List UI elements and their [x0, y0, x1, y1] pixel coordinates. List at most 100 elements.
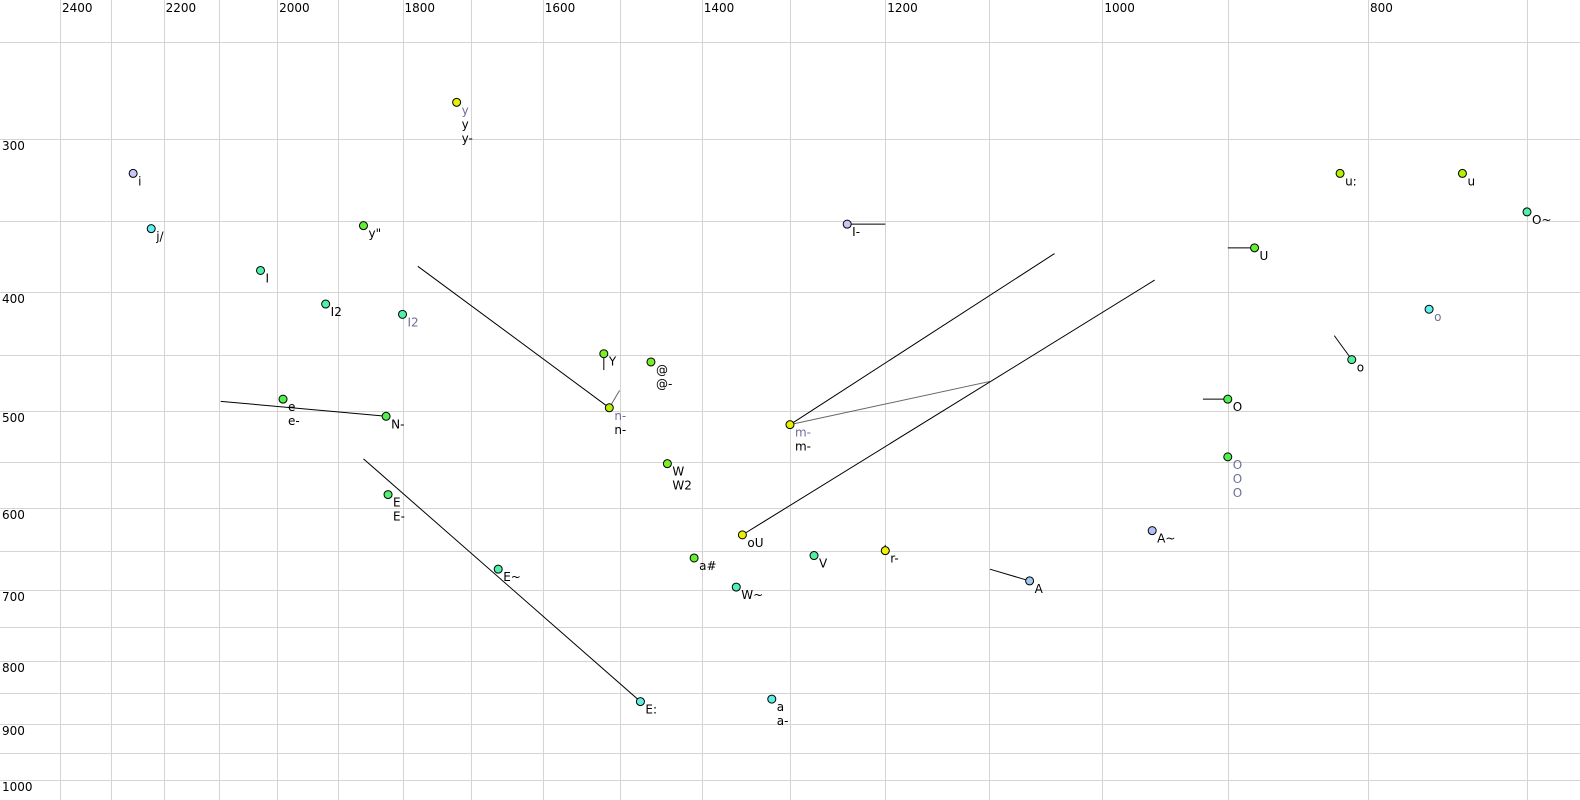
point-marker	[358, 221, 368, 231]
point-label: W2	[672, 479, 692, 493]
point-marker	[767, 694, 777, 704]
point-label: E-	[393, 510, 405, 524]
data-point: yyy-	[452, 97, 473, 145]
point-label: a	[777, 700, 784, 714]
y-tick-label: 800	[2, 661, 25, 675]
y-tick-label: 700	[2, 590, 25, 604]
point-label: W~	[741, 588, 763, 602]
point-marker	[1250, 243, 1260, 253]
trajectory-line	[789, 253, 1055, 426]
trajectory-line	[1333, 335, 1353, 360]
point-label: m-	[795, 426, 811, 440]
point-label: oU	[747, 536, 763, 550]
data-point: ee-	[278, 394, 300, 428]
data-point: OOO	[1223, 452, 1242, 500]
point-marker	[1335, 168, 1345, 178]
data-point: a#	[689, 553, 717, 573]
point-label: j/	[155, 230, 164, 244]
point-marker	[662, 459, 672, 469]
point-marker	[599, 349, 609, 359]
x-tick-label: 1600	[545, 1, 576, 15]
point-marker	[731, 582, 741, 592]
point-marker	[398, 309, 408, 319]
point-marker	[880, 546, 890, 556]
point-label: O~	[1532, 213, 1552, 227]
y-tick-label: 900	[2, 724, 25, 738]
point-label: O	[1233, 472, 1242, 486]
point-label: O	[1233, 458, 1242, 472]
x-tick-label: 1000	[1104, 1, 1135, 15]
point-marker	[128, 168, 138, 178]
data-point: E~	[493, 564, 521, 584]
point-marker	[1223, 394, 1233, 404]
point-label: e-	[288, 414, 300, 428]
point-marker	[646, 357, 656, 367]
y-tick-label: 400	[2, 292, 25, 306]
point-label: y-	[462, 131, 473, 145]
data-point: m-m-	[785, 420, 811, 454]
point-marker	[809, 551, 819, 561]
x-tick-label: 1400	[704, 1, 735, 15]
data-point: aa-	[767, 694, 788, 728]
data-point: r-	[880, 546, 899, 566]
data-point: V	[809, 551, 828, 571]
point-label: U	[1260, 249, 1269, 263]
data-point: y"	[358, 221, 381, 241]
point-label: E~	[503, 570, 521, 584]
point-marker	[604, 403, 614, 413]
point-marker	[635, 697, 645, 707]
point-label: m-	[795, 440, 811, 454]
trajectory-line	[417, 265, 610, 409]
y-tick-label: 1000	[2, 780, 33, 794]
point-marker	[1147, 526, 1157, 536]
point-marker	[842, 219, 852, 229]
x-tick-label: 1800	[405, 1, 436, 15]
data-point: o	[1424, 304, 1441, 324]
point-marker	[1223, 452, 1233, 462]
point-label: @	[656, 363, 668, 377]
data-point: E:	[635, 697, 657, 717]
point-label: I	[266, 271, 270, 285]
point-label: y"	[368, 227, 381, 241]
data-point: A~	[1147, 526, 1175, 546]
point-label: o	[1434, 310, 1441, 324]
point-label: I2	[408, 315, 419, 329]
point-marker	[689, 553, 699, 563]
data-point: i	[128, 168, 141, 188]
point-marker	[381, 411, 391, 421]
data-point: I2	[321, 299, 342, 319]
point-label: A	[1035, 582, 1044, 596]
point-label: Y	[608, 355, 617, 369]
data-point: N-	[381, 411, 404, 431]
point-marker	[1424, 304, 1434, 314]
point-label: e	[288, 400, 295, 414]
x-tick-label: 2000	[279, 1, 310, 15]
point-marker	[452, 97, 462, 107]
point-label: y	[462, 117, 469, 131]
data-point: O~	[1522, 207, 1552, 227]
data-point: o	[1347, 355, 1364, 375]
point-label: i	[138, 174, 141, 188]
x-tick-label: 800	[1370, 1, 1393, 15]
point-label: o	[1357, 361, 1364, 375]
point-marker	[785, 420, 795, 430]
data-point: Y	[599, 349, 617, 369]
point-label: I-	[852, 225, 860, 239]
point-marker	[278, 394, 288, 404]
x-tick-label: 1200	[887, 1, 918, 15]
point-marker	[737, 530, 747, 540]
point-label: @-	[656, 377, 672, 391]
data-point: I2	[398, 309, 419, 329]
point-marker	[146, 224, 156, 234]
data-point: I-	[842, 219, 860, 239]
y-tick-label: 300	[2, 139, 25, 153]
point-marker	[383, 490, 393, 500]
data-point: A	[1025, 576, 1044, 596]
point-marker	[1522, 207, 1532, 217]
point-marker	[256, 265, 266, 275]
point-label: E	[393, 496, 401, 510]
point-label: E:	[645, 703, 657, 717]
data-point: O	[1223, 394, 1242, 414]
data-point: I	[256, 265, 270, 285]
